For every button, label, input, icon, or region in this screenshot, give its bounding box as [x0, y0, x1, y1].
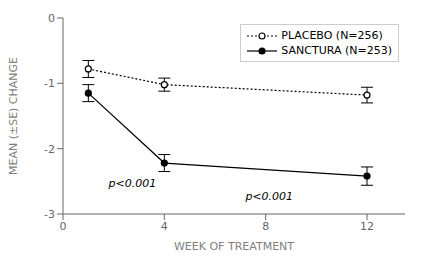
svg-text:-2: -2: [44, 143, 55, 156]
svg-text:0: 0: [48, 12, 55, 25]
svg-text:MEAN (±SE) CHANGE: MEAN (±SE) CHANGE: [8, 57, 20, 175]
svg-text:p<0.001: p<0.001: [108, 177, 157, 190]
svg-text:12: 12: [360, 220, 374, 233]
svg-text:4: 4: [161, 220, 168, 233]
svg-text:WEEK OF TREATMENT: WEEK OF TREATMENT: [174, 240, 294, 250]
html-text:SANCTURA (N=253): SANCTURA (N=253): [281, 44, 392, 57]
svg-text:-3: -3: [44, 208, 55, 221]
html-text:PLACEBO (N=256): PLACEBO (N=256): [281, 29, 383, 42]
svg-text:p<0.001: p<0.001: [244, 190, 293, 203]
svg-text:8: 8: [262, 220, 269, 233]
svg-text:0: 0: [60, 220, 67, 233]
svg-text:-1: -1: [44, 77, 55, 90]
